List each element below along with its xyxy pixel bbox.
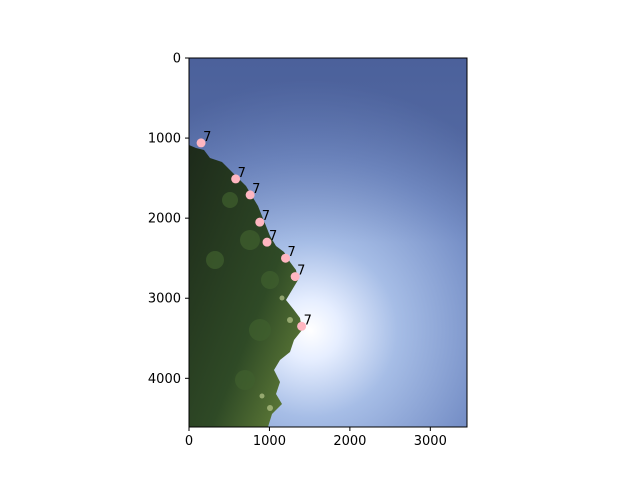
axes-frame [188, 57, 468, 428]
point-label: 7 [252, 182, 260, 197]
x-tick-label: 1000 [253, 434, 286, 449]
y-tick-label: 1000 [148, 132, 181, 147]
x-tick-label: 2000 [333, 434, 366, 449]
scatter-point [290, 272, 300, 282]
x-axis: 0 1000 2000 3000 [185, 427, 447, 449]
x-tick-label: 3000 [414, 434, 447, 449]
point-label: 7 [288, 245, 296, 260]
point-label: 7 [297, 264, 305, 279]
scatter-point [297, 321, 307, 331]
scatter-point [196, 138, 206, 148]
point-label: 7 [269, 229, 277, 244]
y-tick-label: 0 [173, 52, 181, 67]
scatter-point [281, 253, 291, 263]
photo-background [189, 58, 467, 427]
scatter-point [245, 190, 255, 200]
point-label: 7 [262, 209, 270, 224]
scatter-point [262, 237, 272, 247]
x-tick-label: 0 [185, 434, 193, 449]
y-tick-label: 2000 [148, 212, 181, 227]
scatter-point [231, 174, 241, 184]
y-tick-label: 3000 [148, 292, 181, 307]
point-label: 7 [304, 313, 312, 328]
y-tick-label: 4000 [148, 372, 181, 387]
scatter-point [255, 217, 265, 227]
point-label: 7 [203, 130, 211, 145]
y-axis: 0 1000 2000 3000 4000 [148, 52, 189, 387]
point-label: 7 [238, 166, 246, 181]
tree-foliage [189, 145, 302, 427]
